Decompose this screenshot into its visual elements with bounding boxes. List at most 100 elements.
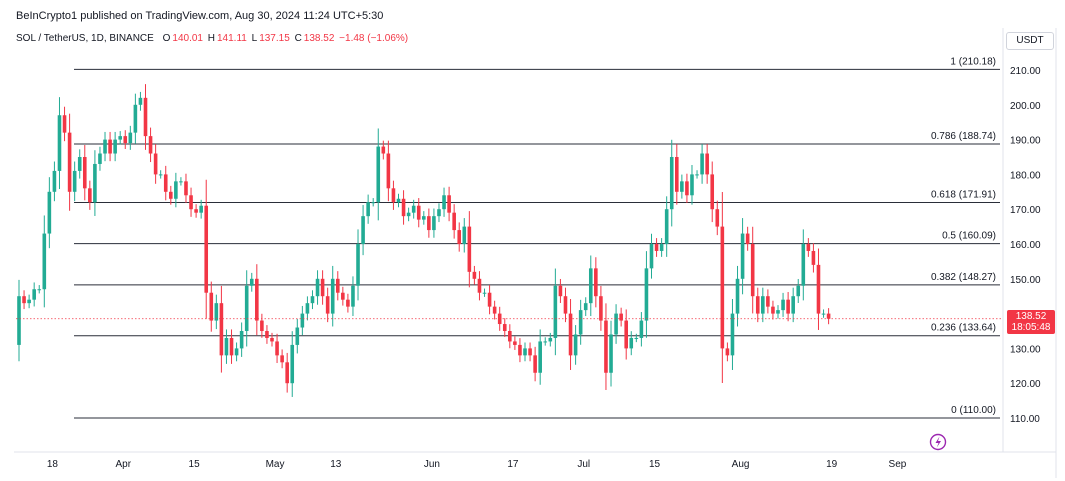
candle-body xyxy=(675,157,679,192)
candle-body xyxy=(219,303,224,356)
candle-body xyxy=(781,299,785,311)
candle-body xyxy=(52,170,57,192)
currency-button[interactable]: USDT xyxy=(1006,32,1054,50)
candle-body xyxy=(356,244,360,286)
fib-level-label: 1 (210.18) xyxy=(950,56,996,67)
candle-body xyxy=(624,320,628,349)
candle-body xyxy=(680,181,684,192)
high-label: H xyxy=(207,33,215,44)
candle-body xyxy=(42,233,47,290)
candle-body xyxy=(330,278,335,314)
candle-body xyxy=(118,136,122,140)
candle-body xyxy=(710,174,715,210)
candle-body xyxy=(396,198,401,203)
x-tick-label: Apr xyxy=(115,459,131,470)
candle-body xyxy=(204,205,209,293)
candle-body xyxy=(325,296,330,314)
candle-body xyxy=(513,341,517,345)
candle-body xyxy=(209,292,214,321)
x-tick-label: Jul xyxy=(577,459,590,470)
candle-body xyxy=(573,334,578,356)
last-price-value: 138.52 xyxy=(1015,311,1047,322)
fib-level-label: 0.5 (160.09) xyxy=(942,231,996,242)
candle-body xyxy=(685,181,689,196)
candle-body xyxy=(629,337,634,349)
x-tick-label: Aug xyxy=(732,459,750,470)
candle-body xyxy=(158,174,163,176)
candle-body xyxy=(725,348,730,356)
candle-body xyxy=(614,313,618,335)
candle-body xyxy=(649,244,654,269)
last-price-tag: 138.52 18:05:48 xyxy=(1007,310,1055,334)
candle-body xyxy=(128,132,133,144)
open-value: 140.01 xyxy=(172,33,203,44)
candle-body xyxy=(411,205,416,213)
candle-body xyxy=(244,285,249,331)
candle-body xyxy=(386,153,391,189)
candle-body xyxy=(32,289,36,300)
candle-body xyxy=(755,296,760,314)
low-value: 137.15 xyxy=(259,33,290,44)
candle-body xyxy=(98,153,102,164)
candle-body xyxy=(255,278,259,321)
candle-body xyxy=(169,191,173,199)
candle-body xyxy=(664,209,669,244)
x-tick-label: 15 xyxy=(189,459,201,470)
x-tick-label: 15 xyxy=(649,459,661,470)
candle-body xyxy=(22,296,26,304)
candle-body xyxy=(300,313,305,328)
y-tick-label: 160.00 xyxy=(1010,240,1041,251)
candle-body xyxy=(482,292,487,294)
candle-body xyxy=(427,216,431,231)
candle-body xyxy=(604,320,608,373)
bolt-icon-glyph xyxy=(935,436,941,448)
symbol-label: SOL / TetherUS, 1D, BINANCE xyxy=(16,33,154,44)
candle-body xyxy=(599,296,603,321)
candle-body xyxy=(619,313,623,321)
candle-body xyxy=(199,205,203,213)
fib-level-label: 0.618 (171.91) xyxy=(931,190,996,201)
bolt-icon-ring xyxy=(929,433,947,451)
candle-body xyxy=(138,97,143,105)
candle-body xyxy=(224,337,229,356)
candle-body xyxy=(644,268,649,321)
candle-body xyxy=(715,209,720,227)
fib-level-label: 0.236 (133.64) xyxy=(931,323,996,334)
candle-body xyxy=(821,313,826,315)
candle-body xyxy=(771,306,775,314)
candle-body xyxy=(558,285,563,297)
candle-body xyxy=(249,278,254,286)
candle-body xyxy=(523,348,527,356)
high-value: 141.11 xyxy=(217,33,247,44)
candle-body xyxy=(401,198,406,217)
candle-body xyxy=(260,320,264,331)
candle-body xyxy=(730,313,735,356)
candle-body xyxy=(57,115,62,171)
candle-body xyxy=(528,348,532,356)
y-tick-label: 150.00 xyxy=(1010,275,1041,286)
candle-body xyxy=(265,331,269,338)
low-label: L xyxy=(251,33,258,44)
candle-body xyxy=(27,299,31,304)
candle-body xyxy=(153,153,158,175)
y-tick-label: 170.00 xyxy=(1010,205,1041,216)
candle-body xyxy=(280,355,284,363)
candle-body xyxy=(315,278,320,297)
candle-body xyxy=(179,181,183,183)
candle-body xyxy=(796,285,801,297)
candle-body xyxy=(452,212,456,231)
candle-body xyxy=(47,191,52,234)
candle-body xyxy=(700,153,704,175)
candle-body xyxy=(659,244,664,251)
candle-body xyxy=(72,170,77,192)
candle-body xyxy=(113,139,117,154)
symbol-legend: SOL / TetherUS, 1D, BINANCE O 140.01 H 141… xyxy=(16,33,410,44)
candle-body xyxy=(654,244,659,251)
x-tick-label: May xyxy=(266,459,285,470)
candle-body xyxy=(548,337,553,342)
fib-level-label: 0 (110.00) xyxy=(951,405,996,416)
x-tick-label: 17 xyxy=(507,459,519,470)
candle-body xyxy=(17,296,21,345)
candle-body xyxy=(761,296,765,314)
